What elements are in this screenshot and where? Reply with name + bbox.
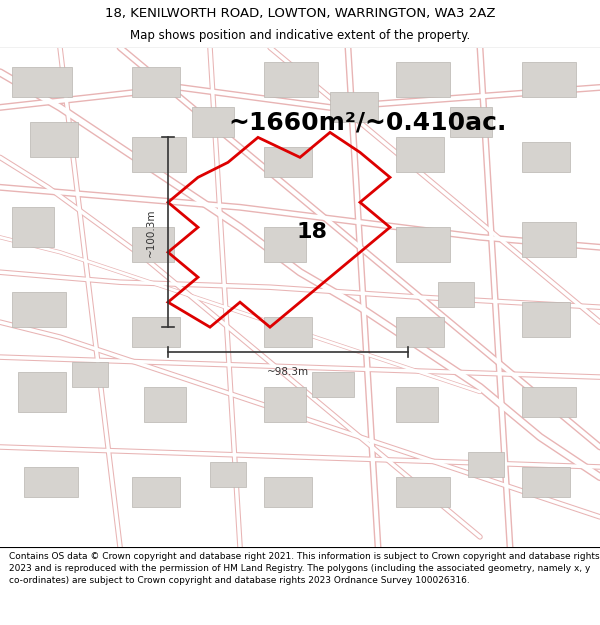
Bar <box>12 208 54 248</box>
Text: Contains OS data © Crown copyright and database right 2021. This information is : Contains OS data © Crown copyright and d… <box>9 552 599 585</box>
Bar <box>264 477 312 507</box>
Bar <box>522 387 576 417</box>
Bar <box>264 228 306 262</box>
Bar <box>396 317 444 347</box>
Bar <box>18 372 66 412</box>
Bar <box>72 362 108 387</box>
Bar <box>132 228 174 262</box>
Text: 18, KENILWORTH ROAD, LOWTON, WARRINGTON, WA3 2AZ: 18, KENILWORTH ROAD, LOWTON, WARRINGTON,… <box>105 7 495 20</box>
Bar <box>132 68 180 98</box>
Bar <box>12 68 72 98</box>
Bar <box>264 148 312 178</box>
Text: ~98.3m: ~98.3m <box>267 367 309 377</box>
Bar <box>396 62 450 98</box>
Bar <box>210 462 246 487</box>
Bar <box>144 387 186 422</box>
Bar <box>192 107 234 138</box>
Bar <box>264 387 306 422</box>
Bar <box>522 467 570 497</box>
Bar <box>522 62 576 98</box>
Bar <box>438 282 474 307</box>
Bar <box>24 467 78 497</box>
Bar <box>132 138 186 172</box>
Bar <box>522 222 576 258</box>
Bar <box>450 107 492 138</box>
Text: ~100.3m: ~100.3m <box>146 208 156 256</box>
Bar <box>132 477 180 507</box>
Bar <box>522 142 570 172</box>
Bar <box>396 387 438 422</box>
Bar <box>396 477 450 507</box>
Text: Map shows position and indicative extent of the property.: Map shows position and indicative extent… <box>130 29 470 42</box>
Bar <box>330 92 378 123</box>
Bar <box>396 138 444 172</box>
Bar <box>264 62 318 98</box>
Bar <box>30 122 78 158</box>
Bar <box>522 302 570 337</box>
Bar <box>132 317 180 347</box>
Bar <box>468 452 504 477</box>
Bar <box>312 372 354 397</box>
Text: 18: 18 <box>296 222 328 243</box>
Bar <box>264 317 312 347</box>
Bar <box>12 292 66 327</box>
Text: ~1660m²/~0.410ac.: ~1660m²/~0.410ac. <box>228 111 506 134</box>
Bar <box>396 228 450 262</box>
